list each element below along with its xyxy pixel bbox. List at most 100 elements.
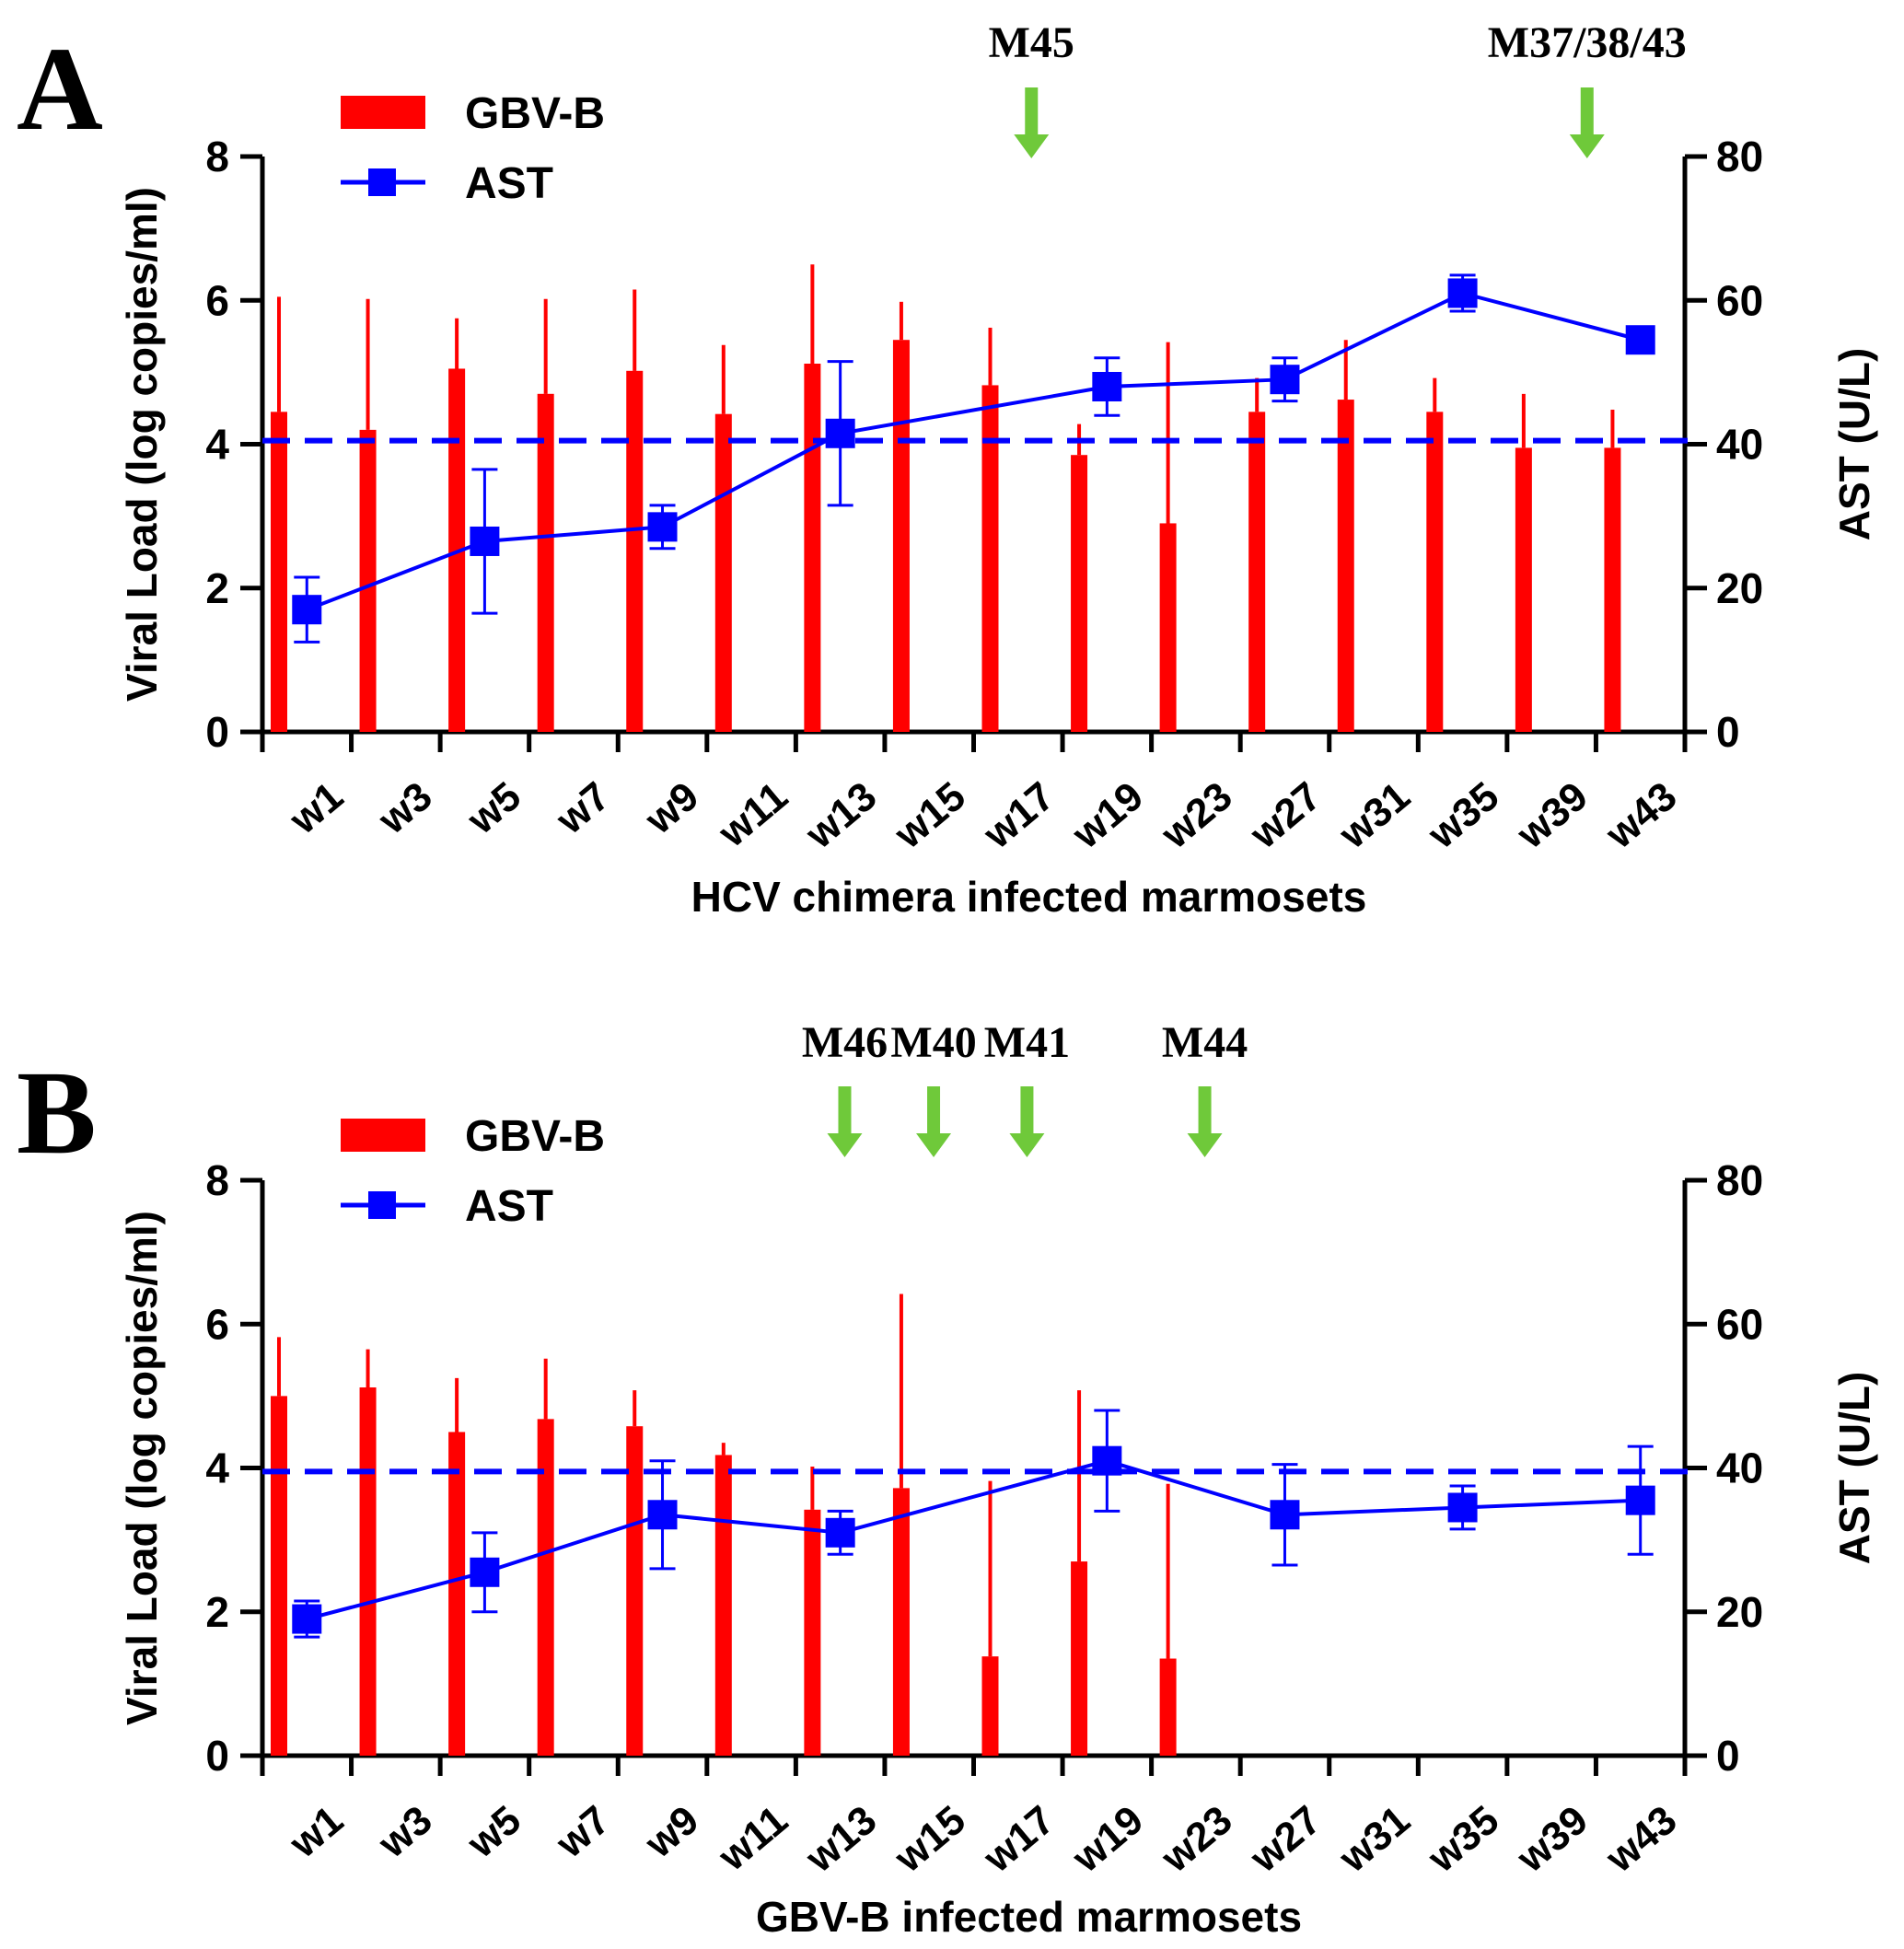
x-category-label: w7: [547, 1797, 618, 1867]
x-category-label: w13: [796, 773, 885, 858]
x-category-label: w11: [710, 1797, 796, 1880]
y-tick-label: 4: [205, 421, 229, 469]
panel-letter: A: [17, 23, 103, 156]
x-category-label: w39: [1508, 1797, 1596, 1882]
gbv-b-bar: [1071, 455, 1088, 732]
y-tick-label: 2: [205, 564, 229, 612]
x-category-label: w3: [369, 773, 440, 843]
x-category-label: w5: [459, 1797, 529, 1867]
x-category-label: w1: [281, 1797, 352, 1867]
y2-tick-label: 80: [1716, 133, 1763, 180]
y2-axis-title: AST (U/L): [1830, 348, 1878, 541]
arrow-label: M46: [802, 1018, 888, 1067]
x-category-label: w31: [1330, 1797, 1419, 1882]
gbv-b-bar: [804, 1509, 821, 1756]
gbv-b-bar: [271, 412, 287, 732]
legend-marker-swatch: [368, 1191, 396, 1219]
gbv-b-bar: [359, 1387, 377, 1756]
x-category-label: w5: [459, 773, 529, 843]
x-category-label: w39: [1508, 773, 1596, 858]
y2-tick-label: 0: [1716, 1732, 1740, 1780]
legend-label-ast: AST: [465, 159, 553, 208]
ast-line: [306, 291, 1642, 612]
y2-axis-title: AST (U/L): [1830, 1372, 1878, 1565]
y-axis-title: Viral Load (log copies/ml): [118, 187, 166, 702]
ast-marker: [1092, 1445, 1122, 1476]
legend-marker-swatch: [368, 168, 396, 196]
y2-tick-label: 40: [1716, 1444, 1763, 1492]
y-tick-label: 0: [205, 1732, 229, 1780]
down-arrow-icon: [827, 1086, 863, 1157]
ast-marker: [825, 418, 855, 448]
x-category-label: w15: [886, 1797, 974, 1882]
arrow-label: M45: [989, 18, 1074, 67]
x-category-label: w1: [281, 773, 352, 843]
x-category-label: w27: [1241, 1797, 1329, 1882]
ast-marker: [1625, 1485, 1655, 1515]
ast-marker: [825, 1517, 855, 1548]
legend-bar-swatch: [341, 96, 425, 129]
x-category-label: w27: [1241, 773, 1329, 858]
gbv-b-bar: [626, 370, 644, 732]
x-category-label: w35: [1419, 1797, 1507, 1882]
panel-letter: B: [17, 1047, 97, 1179]
legend-label-gbv-b: GBV-B: [465, 89, 605, 138]
ast-marker: [470, 526, 500, 556]
x-axis-title: HCV chimera infected marmosets: [691, 873, 1367, 921]
x-category-label: w17: [975, 773, 1063, 858]
y-tick-label: 8: [205, 1156, 229, 1204]
y-tick-label: 6: [205, 276, 229, 324]
down-arrow-icon: [1014, 87, 1050, 158]
ast-marker: [1270, 365, 1300, 395]
x-category-label: w7: [547, 773, 618, 843]
legend-label-ast: AST: [465, 1182, 553, 1231]
gbv-b-bar: [714, 413, 732, 732]
ast-marker: [647, 512, 678, 542]
ast-marker: [1447, 1492, 1478, 1523]
x-category-label: w19: [1063, 1797, 1152, 1882]
gbv-b-bar: [714, 1455, 732, 1756]
gbv-b-bar: [359, 429, 377, 732]
x-category-label: w15: [886, 773, 974, 858]
legend-bar-swatch: [341, 1119, 425, 1152]
x-category-label: w3: [369, 1797, 440, 1867]
x-category-label: w19: [1063, 773, 1152, 858]
y2-tick-label: 60: [1716, 1300, 1763, 1348]
y2-tick-label: 40: [1716, 421, 1763, 469]
ast-marker: [1092, 372, 1122, 401]
x-category-label: w43: [1596, 1797, 1685, 1882]
arrow-label: M37/38/43: [1488, 18, 1687, 67]
gbv-b-bar: [1159, 523, 1177, 732]
down-arrow-icon: [1009, 1086, 1045, 1157]
x-category-label: w11: [710, 773, 796, 856]
gbv-b-bar: [1515, 447, 1532, 732]
x-category-label: w17: [975, 1797, 1063, 1882]
y-tick-label: 2: [205, 1588, 229, 1636]
y2-tick-label: 0: [1716, 708, 1740, 756]
y-tick-label: 0: [205, 708, 229, 756]
y2-tick-label: 60: [1716, 276, 1763, 324]
ast-line: [306, 1458, 1641, 1621]
y-tick-label: 4: [205, 1444, 229, 1492]
down-arrow-icon: [1569, 87, 1605, 158]
y2-tick-label: 20: [1716, 564, 1763, 612]
gbv-b-bar: [1159, 1658, 1177, 1756]
legend-label-gbv-b: GBV-B: [465, 1112, 605, 1161]
x-category-label: w35: [1419, 773, 1507, 858]
gbv-b-bar: [1604, 447, 1621, 732]
ast-marker: [1625, 325, 1655, 355]
y-tick-label: 8: [205, 133, 229, 180]
down-arrow-icon: [1187, 1086, 1223, 1157]
x-category-label: w31: [1330, 773, 1419, 858]
gbv-b-bar: [981, 385, 999, 732]
gbv-b-bar: [981, 1656, 999, 1756]
y-tick-label: 6: [205, 1300, 229, 1348]
gbv-b-bar: [271, 1396, 287, 1756]
ast-marker: [292, 1604, 322, 1634]
ast-marker: [1270, 1500, 1300, 1530]
arrow-label: M40: [890, 1018, 976, 1067]
down-arrow-icon: [916, 1086, 952, 1157]
